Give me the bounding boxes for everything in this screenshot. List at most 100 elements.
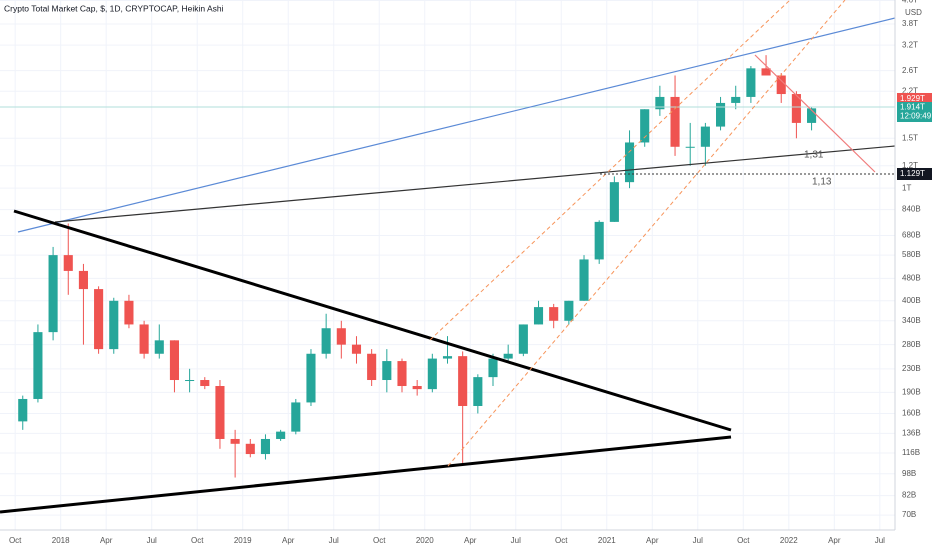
- triangle-line: [0, 435, 732, 514]
- candle-body: [791, 94, 801, 123]
- candle-body: [473, 377, 483, 406]
- x-tick-label: 2019: [234, 536, 252, 545]
- y-unit: USD: [905, 8, 922, 17]
- x-tick-label: 2021: [598, 536, 616, 545]
- x-tick-label: Jul: [693, 536, 703, 545]
- price-label: 1.914T: [900, 103, 925, 112]
- x-tick-label: Oct: [191, 536, 204, 545]
- candle-body: [624, 142, 635, 183]
- candle-body: [260, 438, 271, 455]
- channel-line: [447, 0, 846, 467]
- drawings: 1,31 1,13: [0, 0, 896, 514]
- candle-body: [78, 270, 88, 290]
- candle-body: [336, 328, 346, 345]
- candle-body: [579, 259, 589, 301]
- y-tick-label: 4.6T: [902, 0, 918, 5]
- candle-body: [761, 68, 771, 76]
- candle-body: [94, 289, 104, 350]
- x-tick-label: Jul: [147, 536, 157, 545]
- y-tick-label: 116B: [902, 448, 920, 457]
- price-tag: [897, 168, 932, 180]
- candle-body: [48, 255, 58, 333]
- y-tick-label: 340B: [902, 316, 921, 325]
- y-tick-label: 680B: [902, 231, 921, 240]
- y-axis-panel: [895, 0, 932, 550]
- candles: [18, 55, 817, 478]
- x-tick-label: Oct: [9, 536, 22, 545]
- candle-body: [776, 75, 786, 95]
- x-tick-label: Jul: [875, 536, 885, 545]
- candle-body: [367, 353, 377, 381]
- x-tick-label: Oct: [555, 536, 568, 545]
- x-tick-label: Apr: [282, 536, 295, 545]
- candle-body: [564, 300, 574, 321]
- candle-body: [594, 221, 604, 260]
- trend-line: [754, 54, 876, 173]
- x-tick-label: Apr: [100, 536, 113, 545]
- grid: [0, 0, 895, 530]
- candle-body: [458, 356, 468, 406]
- x-tick-label: Apr: [828, 536, 841, 545]
- candle-body: [488, 358, 498, 378]
- candle-body: [63, 255, 73, 271]
- candle-body: [503, 353, 513, 359]
- annotation: 1,31: [804, 150, 824, 161]
- annotation: 1,13: [812, 177, 832, 188]
- y-tick-label: 3.8T: [902, 19, 918, 28]
- candle-body: [685, 146, 695, 148]
- candle-body: [655, 96, 665, 110]
- x-tick-label: Jul: [329, 536, 339, 545]
- price-tag: [897, 102, 932, 122]
- candle-body: [109, 300, 119, 350]
- candle-body: [18, 398, 28, 422]
- candle-body: [412, 386, 422, 390]
- candle-body: [807, 108, 817, 123]
- y-tick-label: 3.2T: [902, 40, 918, 49]
- x-tick-label: Apr: [464, 536, 477, 545]
- price-labels: 1.929T 1.914T 12:09:49 1.129T: [897, 93, 932, 180]
- candle-body: [746, 68, 756, 97]
- y-tick-label: 136B: [902, 429, 921, 438]
- candle-body: [716, 102, 726, 127]
- y-tick-label: 1.2T: [902, 161, 918, 170]
- y-tick-label: 2.2T: [902, 86, 918, 95]
- candle-body: [731, 96, 741, 103]
- channel-line: [429, 0, 791, 341]
- y-tick-label: 480B: [902, 273, 921, 282]
- candle-body: [549, 307, 559, 321]
- candle-body: [291, 402, 301, 432]
- x-tick-label: Oct: [373, 536, 386, 545]
- candle-body: [215, 386, 225, 439]
- y-tick-label: 190B: [902, 387, 921, 396]
- triangle-line: [13, 209, 732, 432]
- candle-body: [609, 182, 619, 222]
- candle-body: [640, 109, 650, 143]
- candle-body: [321, 328, 331, 354]
- y-tick-label: 1.5T: [902, 133, 918, 142]
- candle-body: [700, 126, 710, 147]
- x-tick-label: Apr: [646, 536, 659, 545]
- x-tick-label: 2018: [52, 536, 70, 545]
- candle-body: [276, 431, 286, 439]
- countdown: 12:09:49: [900, 112, 932, 121]
- y-tick-label: 1T: [902, 183, 911, 192]
- y-tick-label: 70B: [902, 510, 916, 519]
- candle-body: [139, 324, 149, 354]
- price-label: 1.929T: [900, 94, 925, 103]
- chart-title: Crypto Total Market Cap, $, 1D, CRYPTOCA…: [4, 3, 224, 13]
- y-tick-label: 400B: [902, 296, 921, 305]
- y-tick-label: 580B: [902, 250, 921, 259]
- x-axis-panel: [0, 530, 932, 550]
- candle-body: [533, 307, 544, 325]
- candle-body: [427, 358, 437, 390]
- candle-body: [185, 380, 195, 382]
- candle-body: [442, 356, 453, 359]
- y-tick-label: 98B: [902, 469, 916, 478]
- axes: 4.6T 3.8T 3.2T 2.6T 2.2T 1.5T 1.2T 1T 840B 680B 58…: [9, 0, 921, 545]
- candle-body: [351, 344, 362, 354]
- candle-body: [245, 443, 255, 455]
- y-tick-label: 230B: [902, 364, 921, 373]
- y-tick-label: 82B: [902, 491, 916, 500]
- x-tick-label: Jul: [511, 536, 521, 545]
